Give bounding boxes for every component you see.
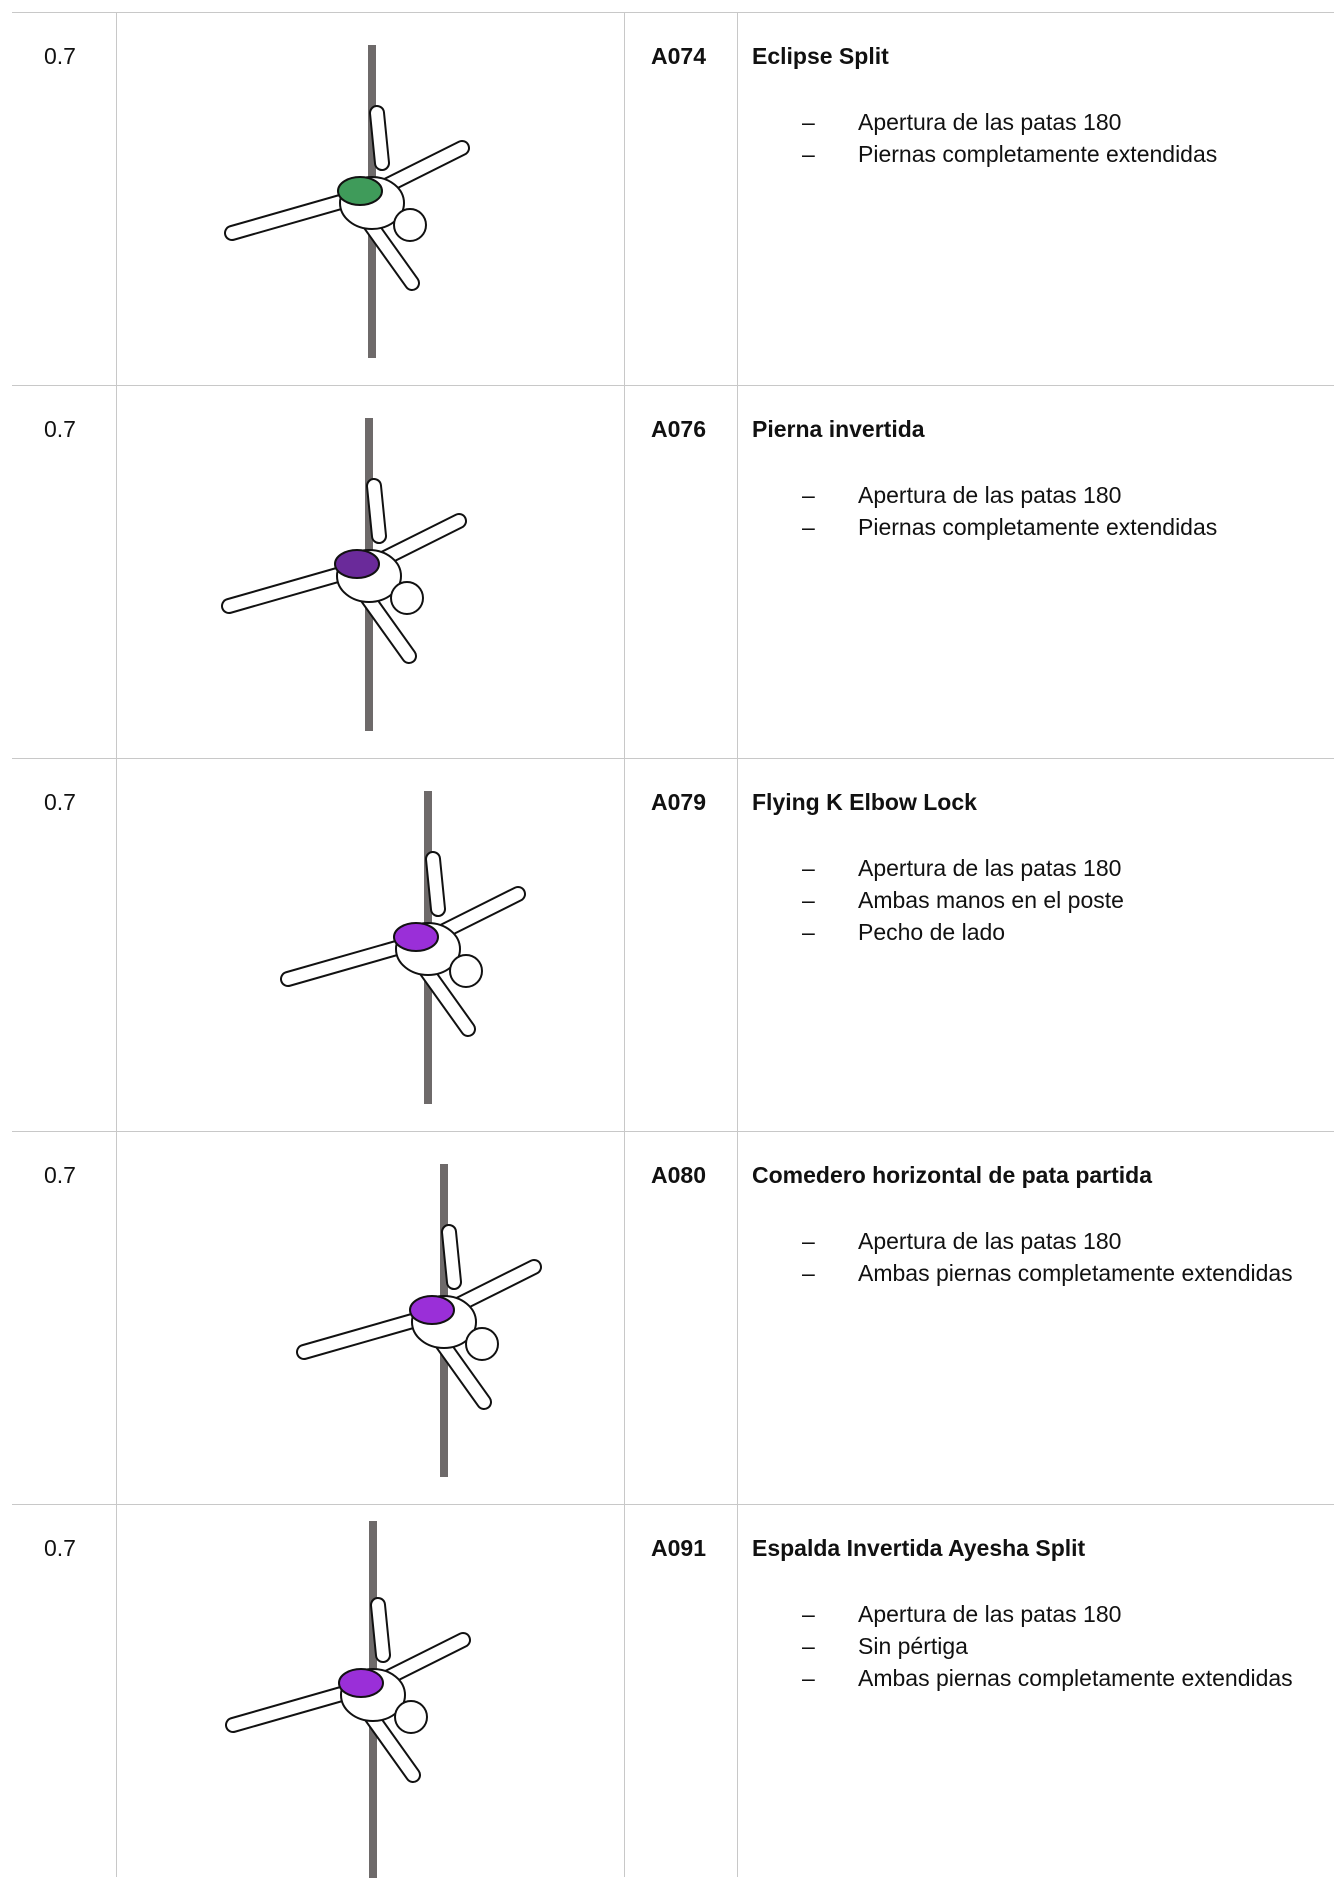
drawing-part (338, 1668, 384, 1698)
element-name: Eclipse Split (752, 43, 889, 69)
code: A091 (651, 1535, 706, 1561)
table-row: 0.7 A079 Flying K Elbow Lock Apertura de la… (12, 758, 1334, 1131)
cell-border (737, 1132, 738, 1504)
illustration (224, 45, 470, 358)
cell-border (116, 1505, 117, 1877)
code: A079 (651, 789, 706, 815)
cell-border (116, 13, 117, 385)
score: 0.7 (44, 43, 76, 69)
criterion: Apertura de las patas 180 (802, 1598, 1322, 1630)
criterion: Piernas completamente extendidas (802, 511, 1322, 543)
table-row: 0.7 A091 Espalda Invertida Ayesha Split Ape… (12, 1504, 1334, 1878)
cell-border (737, 386, 738, 758)
drawing-part (393, 208, 427, 242)
illustration (296, 1164, 542, 1477)
score: 0.7 (44, 1535, 76, 1561)
cell-border (624, 13, 625, 385)
illustration (225, 1521, 471, 1878)
drawing-part (337, 176, 383, 206)
drawing-part (390, 581, 424, 615)
drawing-part (443, 1226, 460, 1288)
cell-border (737, 13, 738, 385)
cell-border (116, 386, 117, 758)
code: A076 (651, 416, 706, 442)
criterion: Pecho de lado (802, 916, 1322, 948)
drawing-part (465, 1327, 499, 1361)
illustration (221, 418, 467, 731)
criteria-list: Apertura de las patas 180Piernas complet… (802, 479, 1322, 543)
cell-border (624, 386, 625, 758)
score: 0.7 (44, 1162, 76, 1188)
cell-border (624, 759, 625, 1131)
drawing-part (372, 1599, 389, 1661)
criterion: Apertura de las patas 180 (802, 106, 1322, 138)
criterion: Ambas manos en el poste (802, 884, 1322, 916)
criteria-list: Apertura de las patas 180Piernas complet… (802, 106, 1322, 170)
code: A080 (651, 1162, 706, 1188)
cell-border (116, 759, 117, 1131)
criterion: Apertura de las patas 180 (802, 852, 1322, 884)
score: 0.7 (44, 416, 76, 442)
drawing-part (393, 922, 439, 952)
table-row: 0.7 A076 Pierna invertida Apertura de las p… (12, 385, 1334, 758)
drawing-part (427, 853, 444, 915)
drawing-part (371, 107, 388, 169)
element-name: Comedero horizontal de pata partida (752, 1162, 1152, 1188)
criteria-list: Apertura de las patas 180Ambas manos en … (802, 852, 1322, 948)
drawing-part (409, 1295, 455, 1325)
drawing-part (394, 1700, 428, 1734)
criterion: Piernas completamente extendidas (802, 138, 1322, 170)
drawing-part (334, 549, 380, 579)
criteria-list: Apertura de las patas 180Ambas piernas c… (802, 1225, 1322, 1289)
element-name: Flying K Elbow Lock (752, 789, 977, 815)
score: 0.7 (44, 789, 76, 815)
criterion: Sin pértiga (802, 1630, 1322, 1662)
criterion: Apertura de las patas 180 (802, 479, 1322, 511)
criteria-list: Apertura de las patas 180Sin pértigaAmba… (802, 1598, 1322, 1694)
table-row: 0.7 A074 Eclipse Split Apertura de las pata… (12, 12, 1334, 385)
drawing-part (368, 480, 385, 542)
criterion: Apertura de las patas 180 (802, 1225, 1322, 1257)
criterion: Ambas piernas completamente extendidas (802, 1662, 1322, 1694)
cell-border (624, 1132, 625, 1504)
element-name: Espalda Invertida Ayesha Split (752, 1535, 1086, 1561)
drawing-part (449, 954, 483, 988)
cell-border (737, 1505, 738, 1877)
criterion: Ambas piernas completamente extendidas (802, 1257, 1322, 1289)
table-row: 0.7 A080 Comedero horizontal de pata parti… (12, 1131, 1334, 1504)
element-name: Pierna invertida (752, 416, 925, 442)
cell-border (737, 759, 738, 1131)
cell-border (624, 1505, 625, 1877)
illustration (280, 791, 526, 1104)
cell-border (116, 1132, 117, 1504)
code: A074 (651, 43, 706, 69)
